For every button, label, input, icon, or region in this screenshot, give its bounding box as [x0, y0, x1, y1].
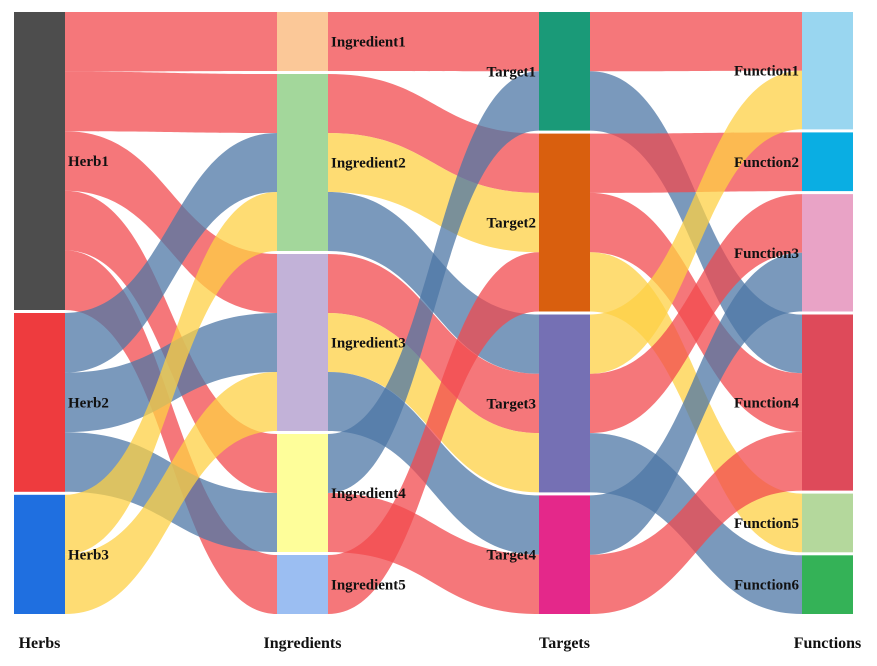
nodes-layer [14, 12, 853, 614]
node-label-function4: Function4 [734, 396, 800, 412]
node-label-function2: Function2 [734, 155, 799, 171]
column-labels: Herbs Ingredients Targets Functions [19, 635, 862, 652]
column-label-functions: Functions [794, 635, 862, 652]
link-herb1-to-ingredient1 [65, 12, 277, 72]
node-function5 [802, 493, 853, 553]
node-function4 [802, 314, 853, 491]
node-target1 [539, 12, 590, 131]
node-function1 [802, 12, 853, 130]
node-label-ingredient5: Ingredient5 [331, 578, 406, 594]
node-function3 [802, 194, 853, 312]
link-ingredient2-to-target2 [328, 133, 539, 253]
node-label-function5: Function5 [734, 516, 799, 532]
node-function6 [802, 555, 853, 614]
node-label-function6: Function6 [734, 578, 800, 594]
link-ingredient1-to-target1 [328, 12, 539, 72]
column-label-herbs: Herbs [19, 635, 61, 652]
node-ingredient3 [277, 254, 328, 431]
node-label-ingredient1: Ingredient1 [331, 35, 406, 51]
labels-layer: Herb1 Herb2 Herb3 Ingredient1 Ingredient2 Ing… [68, 35, 799, 594]
node-label-herb1: Herb1 [68, 154, 109, 170]
node-label-function3: Function3 [734, 246, 799, 262]
node-label-ingredient3: Ingredient3 [331, 336, 406, 352]
node-label-target2: Target2 [487, 216, 536, 232]
node-herb3 [14, 494, 65, 614]
column-label-targets: Targets [539, 635, 590, 652]
node-label-ingredient2: Ingredient2 [331, 156, 406, 172]
node-target3 [539, 314, 590, 493]
node-label-target3: Target3 [487, 396, 536, 412]
link-ingredient3-to-target3 [328, 313, 539, 493]
link-target1-to-function1 [590, 12, 802, 72]
link-herb2-to-ingredient2 [65, 133, 277, 373]
node-ingredient1 [277, 12, 328, 71]
link-target4-to-function4 [590, 431, 802, 614]
node-target4 [539, 495, 590, 614]
node-label-target4: Target4 [487, 548, 537, 564]
link-target4-to-function3 [590, 252, 802, 555]
node-ingredient2 [277, 74, 328, 251]
link-target3-to-function3 [590, 194, 802, 434]
node-ingredient4 [277, 434, 328, 552]
node-label-target1: Target1 [487, 64, 536, 80]
links-layer [65, 12, 802, 614]
node-label-herb3: Herb3 [68, 547, 109, 563]
link-herb1-to-ingredient2 [65, 71, 277, 133]
link-target3-to-function1 [590, 70, 802, 374]
node-function2 [802, 132, 853, 192]
column-label-ingredients: Ingredients [264, 635, 342, 652]
node-ingredient5 [277, 555, 328, 614]
link-herb3-to-ingredient2 [65, 192, 277, 555]
node-herb1 [14, 12, 65, 310]
link-ingredient3-to-target3 [328, 254, 539, 434]
link-ingredient4-to-target1 [328, 71, 539, 494]
node-label-function1: Function1 [734, 64, 799, 80]
node-herb2 [14, 313, 65, 492]
node-target2 [539, 133, 590, 312]
node-label-ingredient4: Ingredient4 [331, 486, 406, 502]
link-herb3-to-ingredient3 [65, 372, 277, 614]
link-ingredient5-to-target2 [328, 252, 539, 614]
node-label-herb2: Herb2 [68, 395, 109, 411]
